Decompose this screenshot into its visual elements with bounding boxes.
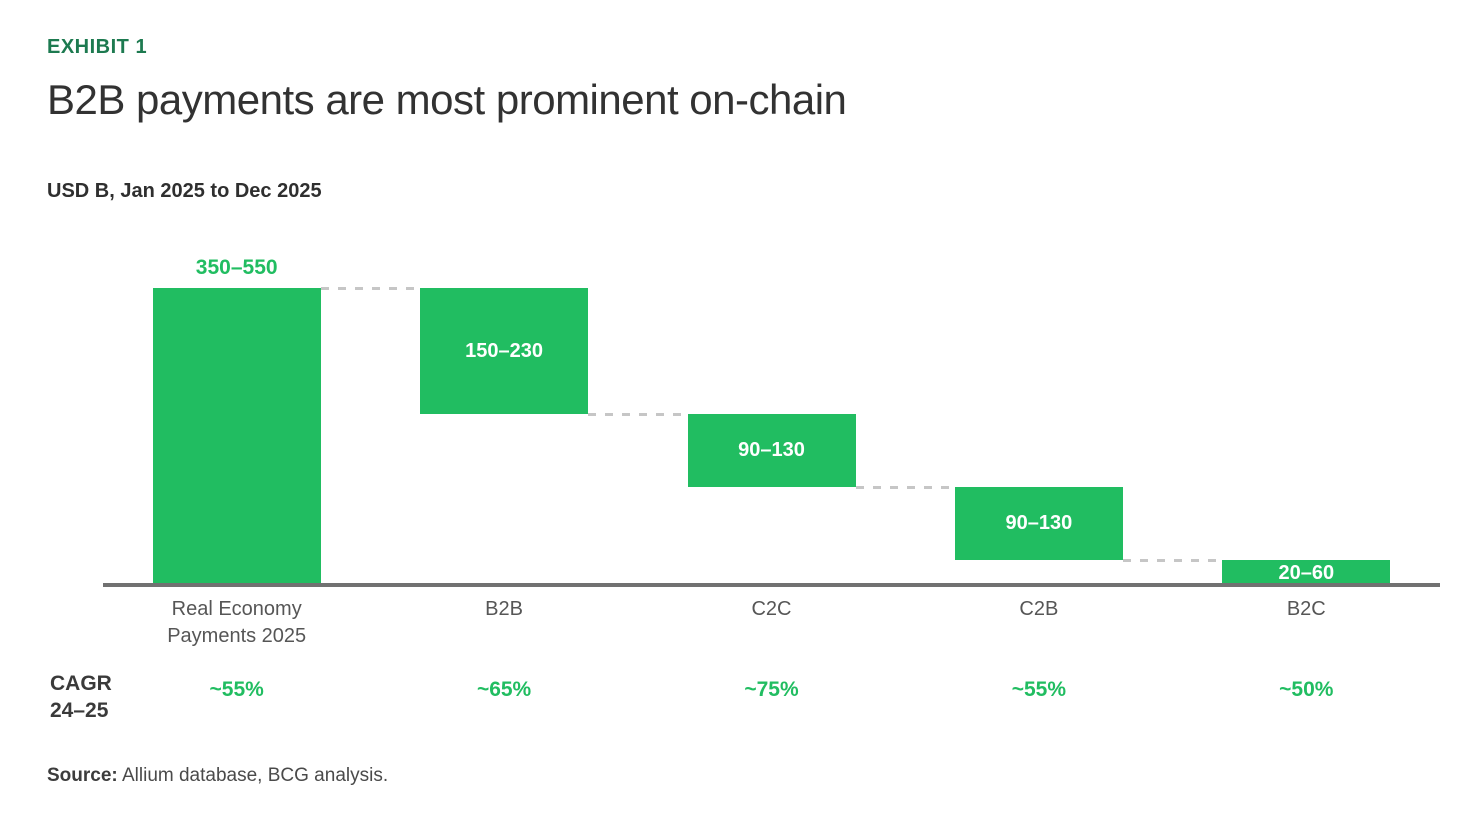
bar-value-label-b2c: 20–60 [1278, 561, 1335, 584]
exhibit-label: EXHIBIT 1 [47, 36, 148, 58]
cagr-row-label-line2: 24–25 [50, 699, 109, 723]
bar-value-label-b2b: 150–230 [465, 339, 544, 362]
category-label-real-economy-payments-2025: Real Economy Payments 2025 [167, 598, 307, 647]
connector-real-economy-payments-2025-to-b2b [320, 287, 421, 290]
waterfall-bar-b2b: 150–230 [420, 288, 589, 414]
source-line: Source: Allium database, BCG analysis. [47, 765, 388, 787]
category-label-c2b: C2B [1019, 598, 1059, 620]
source-text: Allium database, BCG analysis. [121, 765, 389, 786]
connector-c2b-to-b2c [1122, 558, 1223, 562]
connector-c2c-to-c2b [855, 485, 955, 489]
waterfall-bar-c2b: 90–130 [954, 486, 1123, 560]
category-labels: Real Economy Payments 2025 B2B C2C C2B B2C [103, 596, 1440, 652]
cagr-value-real-economy-payments-2025: ~55% [209, 678, 264, 701]
cagr-values-row: ~55% ~65% ~75% ~55% ~50% [103, 678, 1440, 708]
chart-title: B2B payments are most prominent on-chain [47, 76, 847, 123]
category-label-b2c: B2C [1286, 598, 1326, 620]
cagr-value-b2c: ~50% [1279, 678, 1334, 701]
waterfall-plot: 350–550 150–230 90–130 90–130 20–60 [103, 256, 1440, 586]
cagr-value-c2c: ~75% [744, 678, 799, 701]
bar-value-label-real-economy-payments-2025: 350–550 [195, 256, 278, 279]
waterfall-bar-real-economy-payments-2025 [152, 288, 321, 586]
cagr-value-c2b: ~55% [1011, 678, 1067, 701]
bar-value-label-c2c: 90–130 [738, 439, 805, 462]
bar-value-label-c2b: 90–130 [1005, 512, 1073, 535]
cagr-value-b2b: ~65% [476, 678, 532, 701]
category-label-c2c: C2C [751, 598, 792, 620]
connector-b2b-to-c2c [588, 412, 688, 416]
waterfall-bar-b2c: 20–60 [1222, 559, 1391, 586]
cagr-row-label-line1: CAGR [50, 672, 112, 695]
waterfall-bar-c2c: 90–130 [687, 413, 856, 487]
chart-subtitle: USD B, Jan 2025 to Dec 2025 [47, 180, 322, 202]
category-label-b2b: B2B [485, 598, 523, 620]
cagr-row-label: CAGR 24–25 [50, 670, 112, 725]
source-label: Source: [47, 765, 118, 786]
axis-baseline [103, 583, 1440, 587]
